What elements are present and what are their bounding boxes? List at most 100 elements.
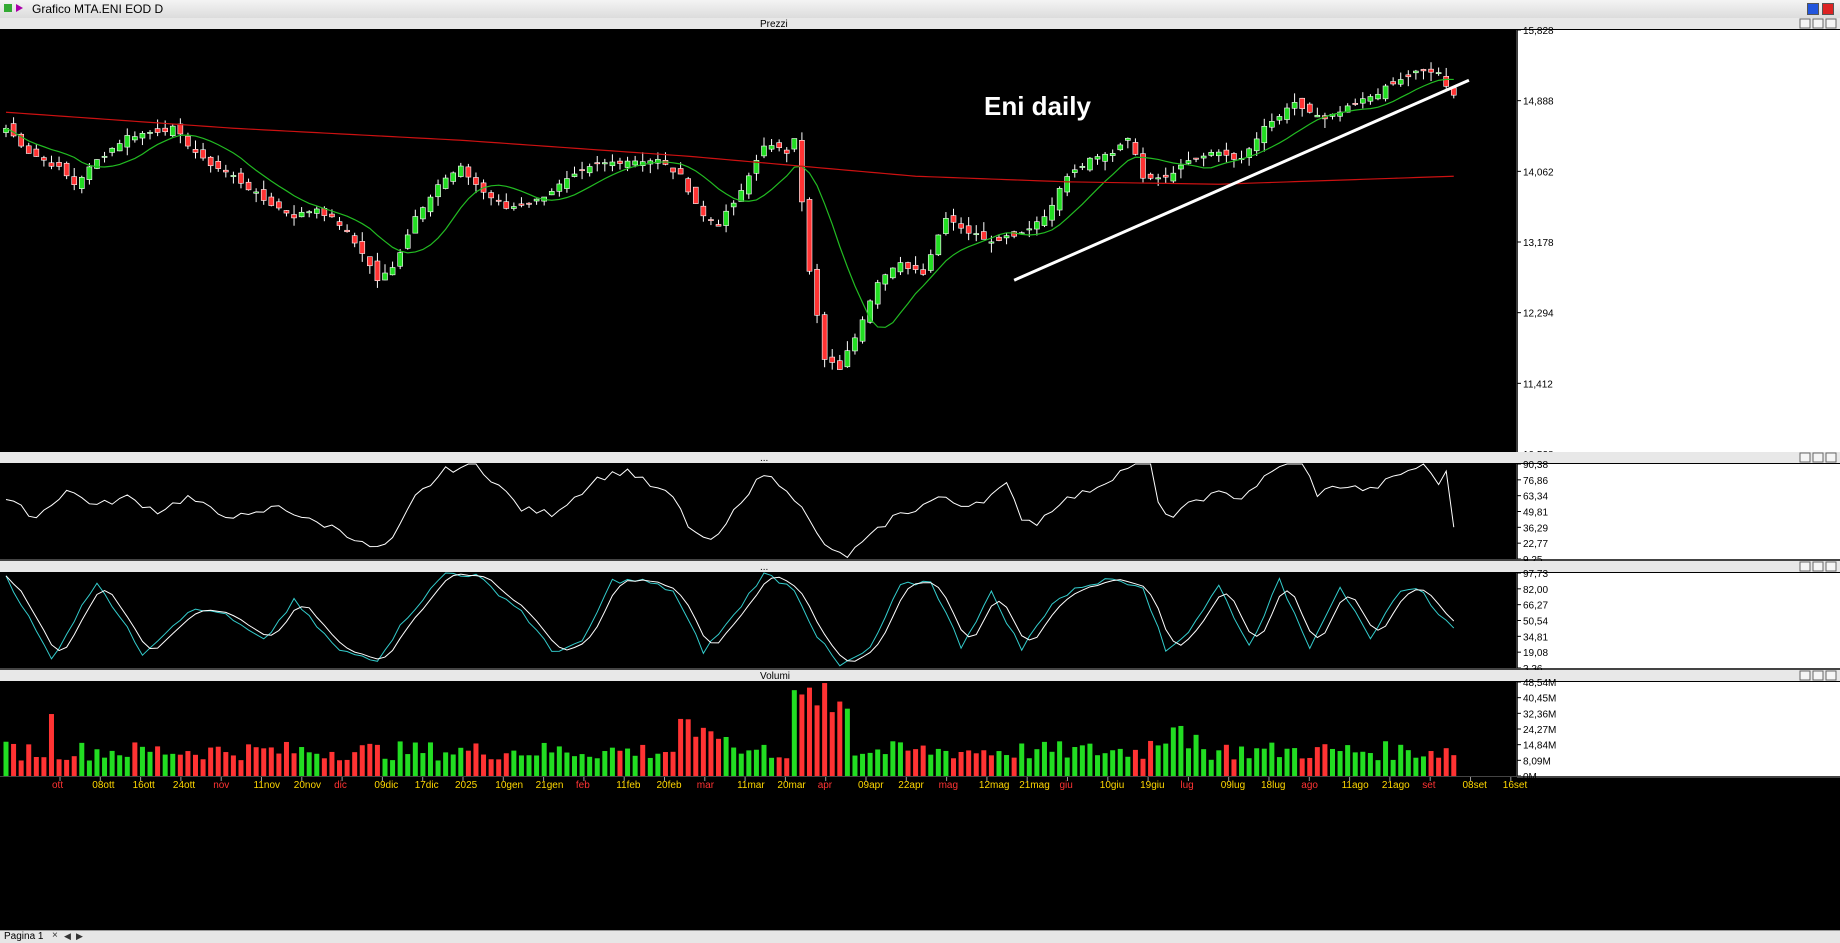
volume-bar [193,754,198,776]
volume-bar [458,747,464,776]
x-tick-label: dic [334,780,347,791]
volume-bar [814,705,820,776]
candle-body [420,207,426,220]
volume-bar [64,759,70,776]
volume-bar [844,708,850,776]
x-tick-label: lug [1180,780,1193,791]
x-tick-label: 20mar [777,780,806,791]
x-tick-label: giu [1060,780,1073,791]
x-tick-label: 12mag [979,780,1010,791]
candle-body [965,225,972,234]
close-tab-icon[interactable]: × [52,930,58,941]
candle-body [404,234,411,249]
chart-area: Prezzi 15,828 14,888 14,062 13,178 12,294 11,4… [0,18,1840,791]
window-controls [1804,2,1834,20]
candle-body [1208,151,1215,156]
candle-body [836,360,843,370]
volume-bar [1057,741,1063,776]
volume-bar [200,759,206,776]
x-tick-label: 21mag [1019,780,1050,791]
candle-body [1291,102,1298,109]
candle-body [10,123,17,137]
volume-bar [26,744,32,776]
panel-title: Prezzi [760,19,788,30]
tab-prev-icon[interactable]: ◀ [64,931,71,941]
candle-body [692,186,699,204]
volume-bar [587,756,593,776]
candle-body [215,161,222,169]
volume-bar [996,751,1002,776]
close-button[interactable] [1822,3,1834,15]
y-tick-label: 0M [1523,772,1537,783]
x-tick-label: ott [52,780,63,791]
volume-bar [33,756,39,776]
candle-body [776,142,782,148]
play-icon[interactable] [16,4,23,12]
volume-bar [117,755,123,776]
volume-bar [1125,756,1131,776]
x-tick-label: 20feb [657,780,682,791]
volume-bar [48,714,54,776]
candle-body [1261,125,1268,144]
candle-body [283,210,290,214]
y-tick-label: 12,294 [1523,309,1554,320]
candle-body [890,267,896,279]
volume-bar [1246,758,1252,776]
volume-bar [94,749,100,776]
panel-title: ... [760,562,768,573]
candle-body [1041,216,1048,226]
candle-body [132,136,138,141]
candle-body [1064,176,1070,193]
candle-body [533,198,540,202]
restore-button[interactable] [1807,3,1819,15]
volume-bar [905,750,911,776]
candle-body [996,236,1002,241]
panel-minimize-button [1799,18,1811,29]
volume-bar [579,754,585,776]
candle-body [814,268,820,316]
candle-body [230,175,237,177]
y-tick-label: 63,34 [1523,492,1548,503]
x-tick-label: 10giu [1100,780,1124,791]
ma-short-line [5,78,1454,328]
volume-bar [1163,743,1169,776]
candle-body [1360,98,1366,104]
y-tick-label: 34,81 [1523,632,1548,643]
volume-bar [155,746,161,776]
volume-bar [382,758,388,776]
candle-body [1034,221,1040,230]
candle-body [950,215,957,223]
volume-bar [799,694,805,776]
candle-body [260,189,267,201]
volume-bar [299,747,305,776]
volume-bar [1004,755,1010,776]
candle-body [465,166,472,178]
x-tick-label: 08set [1463,780,1488,791]
volume-bar [397,741,403,776]
volume-bar [1383,741,1389,776]
candle-body [988,241,995,244]
x-tick-label: 16set [1503,780,1528,791]
x-tick-label: nov [213,780,229,791]
tab-next-icon[interactable]: ▶ [76,931,83,941]
y-tick-label: 22,77 [1523,539,1548,550]
volume-bar [412,742,418,776]
candle-body [450,172,457,182]
panel-minimize-button [1799,452,1811,463]
candle-body [609,161,616,167]
volume-bar [177,754,183,776]
volume-bar [685,719,691,776]
candle-body [1375,93,1381,100]
x-tick-label: 21ago [1382,780,1410,791]
candle-body [708,219,714,221]
page-tab[interactable]: Pagina 1 [4,931,44,942]
volume-bar [981,750,987,776]
candle-body [1390,81,1396,85]
candle-body [1026,228,1033,231]
volume-bar [1261,748,1267,776]
volume-bar [1390,759,1396,776]
x-tick-label: 16ott [133,780,155,791]
window-titlebar: Grafico MTA.ENI EOD D [0,0,1840,19]
candle-body [1413,70,1419,74]
volume-bar [359,745,365,776]
